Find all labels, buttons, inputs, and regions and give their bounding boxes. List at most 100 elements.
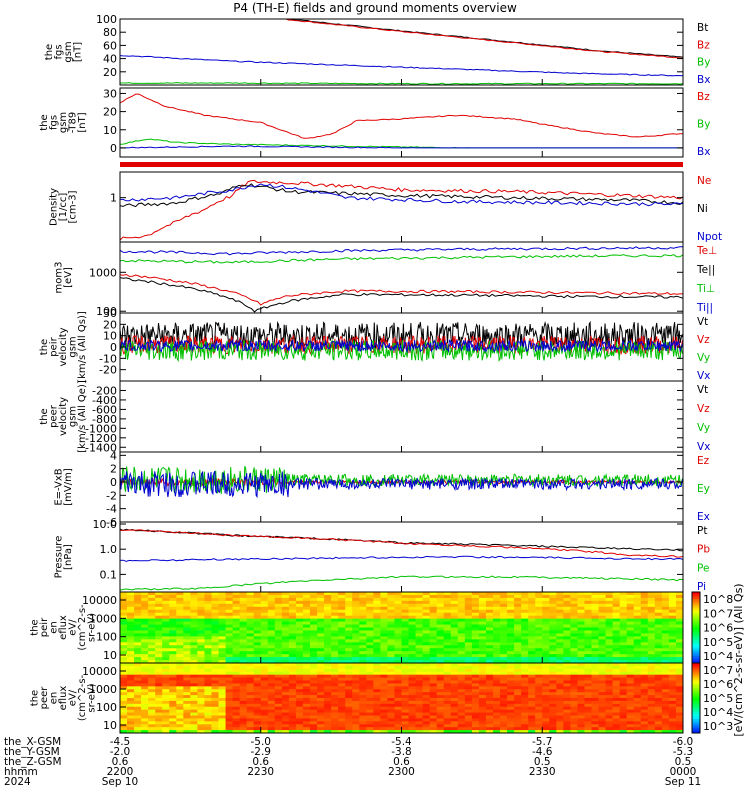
- heatmap-cell: [225, 627, 234, 631]
- heatmap-cell: [211, 727, 220, 731]
- heatmap-cell: [387, 718, 395, 722]
- heatmap-cell: [429, 668, 438, 673]
- heatmap-cell: [211, 657, 220, 661]
- heatmap-cell: [338, 648, 346, 652]
- heatmap-cell: [464, 663, 473, 667]
- heatmap-cell: [464, 668, 473, 673]
- heatmap-cell: [324, 700, 332, 705]
- heatmap-cell: [197, 683, 205, 687]
- heatmap-cell: [549, 609, 557, 614]
- heatmap-cell: [183, 624, 191, 628]
- heatmap-cell: [528, 645, 536, 649]
- series-line-Ti⊥: [120, 254, 683, 264]
- heatmap-cell: [197, 663, 205, 667]
- heatmap-cell: [225, 603, 234, 608]
- heatmap-cell: [457, 660, 466, 664]
- heatmap-cell: [253, 597, 262, 602]
- heatmap-cell: [577, 692, 585, 696]
- heatmap-cell: [288, 709, 297, 714]
- heatmap-cell: [640, 636, 649, 640]
- heatmap-cell: [436, 615, 445, 620]
- heatmap-cell: [422, 603, 431, 608]
- heatmap-cell: [457, 724, 466, 728]
- heatmap-cell: [570, 621, 578, 626]
- heatmap-cell: [584, 648, 593, 652]
- heatmap-cell: [429, 712, 438, 716]
- heatmap-cell: [324, 718, 332, 722]
- heatmap-cell: [204, 606, 212, 611]
- heatmap-cell: [647, 689, 656, 693]
- heatmap-cell: [120, 651, 128, 655]
- heatmap-cell: [626, 715, 635, 719]
- heatmap-cell: [514, 698, 522, 702]
- heatmap-cell: [380, 712, 388, 716]
- heatmap-cell: [619, 630, 628, 634]
- heatmap-cell: [408, 642, 417, 646]
- heatmap-cell: [612, 615, 621, 620]
- heatmap-cell: [267, 698, 276, 702]
- heatmap-cell: [155, 645, 163, 649]
- heatmap-cell: [415, 683, 424, 687]
- heatmap-cell: [218, 686, 227, 690]
- heatmap-cell: [260, 621, 269, 626]
- heatmap-cell: [408, 698, 417, 702]
- heatmap-cell: [640, 700, 649, 705]
- heatmap-cell: [281, 660, 290, 664]
- heatmap-cell: [274, 689, 283, 693]
- heatmap-cell: [619, 639, 628, 643]
- heatmap-cell: [408, 594, 417, 599]
- heatmap-cell: [542, 698, 550, 702]
- heatmap-cell: [162, 618, 170, 623]
- heatmap-cell: [176, 686, 184, 690]
- heatmap-cell: [443, 592, 452, 596]
- heatmap-cell: [528, 606, 536, 611]
- heatmap-cell: [429, 639, 438, 643]
- heatmap-cell: [577, 724, 585, 728]
- heatmap-cell: [528, 648, 536, 652]
- heatmap-cell: [626, 642, 635, 646]
- heatmap-cell: [253, 615, 262, 620]
- heatmap-cell: [507, 618, 515, 623]
- heatmap-cell: [563, 721, 571, 725]
- heatmap-cell: [267, 665, 276, 670]
- heatmap-cell: [338, 706, 346, 711]
- heatmap-cell: [366, 715, 374, 719]
- heatmap-cell: [675, 724, 684, 728]
- legend-item: Pt: [697, 525, 707, 537]
- heatmap-cell: [317, 639, 325, 643]
- heatmap-cell: [556, 706, 564, 711]
- heatmap-cell: [528, 639, 536, 643]
- heatmap-cell: [225, 695, 234, 699]
- heatmap-cell: [127, 665, 135, 670]
- heatmap-cell: [443, 665, 452, 670]
- heatmap-cell: [281, 639, 290, 643]
- heatmap-cell: [478, 709, 487, 714]
- heatmap-cell: [408, 706, 417, 711]
- heatmap-cell: [260, 645, 269, 649]
- heatmap-cell: [324, 597, 332, 602]
- heatmap-cell: [204, 624, 212, 628]
- heatmap-cell: [190, 724, 198, 728]
- heatmap-cell: [584, 615, 593, 620]
- heatmap-cell: [640, 594, 649, 599]
- heatmap-cell: [246, 603, 255, 608]
- heatmap-cell: [225, 633, 234, 637]
- heatmap-cell: [134, 618, 142, 623]
- heatmap-cell: [521, 692, 529, 696]
- heatmap-cell: [127, 612, 135, 617]
- heatmap-cell: [302, 665, 311, 670]
- heatmap-cell: [267, 706, 276, 711]
- heatmap-cell: [492, 683, 501, 687]
- heatmap-cell: [281, 724, 290, 728]
- heatmap-cell: [612, 683, 621, 687]
- heatmap-cell: [675, 674, 684, 679]
- heatmap-cell: [549, 600, 557, 605]
- heatmap-cell: [640, 724, 649, 728]
- heatmap-cell: [183, 668, 191, 673]
- heatmap-cell: [148, 709, 156, 714]
- heatmap-cell: [302, 695, 311, 699]
- heatmap-cell: [359, 674, 367, 679]
- heatmap-cell: [528, 657, 536, 661]
- heatmap-cell: [310, 660, 318, 664]
- heatmap-cell: [352, 630, 360, 634]
